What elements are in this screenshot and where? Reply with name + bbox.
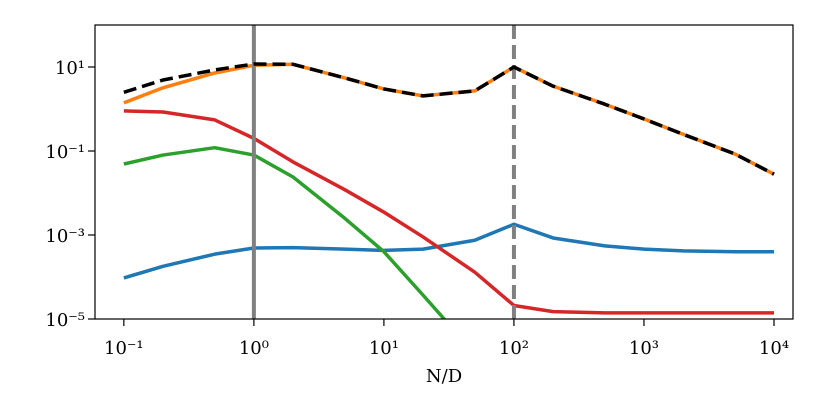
y-tick-label: 10⁻¹	[45, 142, 85, 163]
x-tick-label: 10⁻¹	[104, 338, 144, 359]
series-line	[123, 109, 774, 315]
axes-frame	[94, 24, 794, 320]
plot-area	[123, 25, 775, 319]
x-axis-label: N/D	[426, 366, 462, 387]
series-line	[123, 222, 774, 280]
x-tick-label: 10⁰	[239, 338, 269, 359]
series-line	[123, 145, 447, 319]
y-tick-label: 10¹	[55, 58, 85, 79]
x-tick-label: 10¹	[369, 338, 399, 359]
y-tick-label: 10⁻³	[45, 226, 85, 247]
series-line	[123, 62, 775, 176]
x-tick-label: 10³	[629, 338, 659, 359]
x-tick-label: 10²	[499, 338, 529, 359]
y-tick-label: 10⁻⁵	[45, 310, 85, 331]
series-line	[123, 62, 775, 176]
x-tick-label: 10⁴	[759, 338, 789, 359]
